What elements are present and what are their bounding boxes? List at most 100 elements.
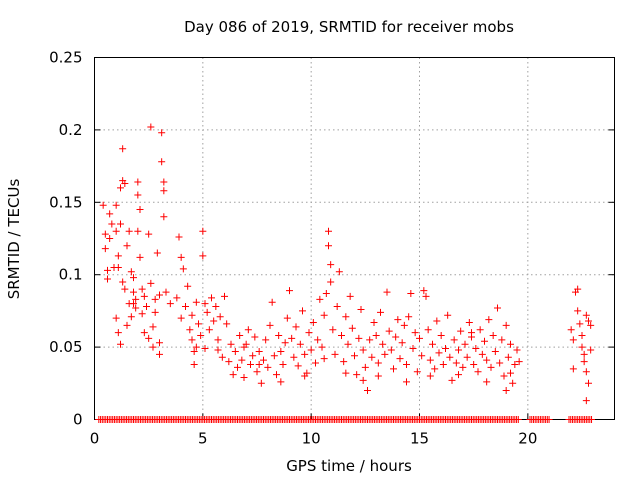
data-point: [325, 242, 332, 250]
data-point: [140, 292, 148, 300]
data-point: [125, 227, 133, 235]
data-point: [325, 227, 332, 235]
data-point: [585, 317, 592, 325]
data-point: [392, 333, 400, 341]
data-point: [294, 362, 302, 370]
data-point: [569, 365, 577, 373]
data-point: [322, 290, 330, 298]
data-point: [197, 332, 205, 340]
data-point: [316, 295, 324, 303]
x-tick-label: 20: [518, 430, 537, 448]
data-point: [574, 285, 582, 293]
data-point: [216, 313, 224, 321]
y-tick-label: 0.2: [59, 121, 83, 139]
data-point: [312, 359, 319, 367]
y-tick-label: 0.1: [59, 266, 83, 284]
data-point: [214, 336, 222, 344]
data-point: [400, 321, 408, 329]
data-point: [439, 360, 447, 368]
data-point: [374, 359, 382, 367]
data-point: [158, 129, 166, 137]
data-point: [329, 326, 337, 334]
data-point: [403, 360, 410, 368]
data-point: [112, 227, 120, 235]
data-point: [333, 303, 341, 311]
data-point: [359, 376, 367, 384]
data-point: [569, 336, 577, 344]
data-point: [132, 304, 140, 312]
data-point: [494, 304, 501, 312]
plot-frame: [94, 57, 615, 420]
data-point: [327, 261, 335, 269]
data-point: [335, 268, 343, 276]
data-point: [201, 345, 209, 353]
data-point: [255, 360, 263, 368]
data-point: [463, 353, 471, 361]
data-point: [483, 378, 491, 386]
data-point: [162, 288, 170, 296]
grid-lines: [94, 57, 615, 420]
data-point: [281, 339, 289, 347]
x-tick-label: 10: [302, 430, 321, 448]
data-point: [145, 230, 153, 238]
data-point: [292, 323, 300, 331]
data-point: [320, 311, 328, 319]
data-point: [578, 343, 586, 351]
data-point: [455, 371, 462, 379]
data-point: [301, 350, 309, 358]
data-point: [357, 305, 365, 313]
data-point: [184, 282, 192, 290]
data-point: [344, 340, 352, 348]
data-point: [149, 343, 157, 351]
data-point: [277, 378, 285, 386]
data-point: [450, 336, 458, 344]
data-point: [461, 340, 469, 348]
data-point: [270, 352, 278, 360]
data-point: [130, 274, 137, 282]
data-point: [260, 356, 267, 364]
data-point: [201, 300, 209, 308]
data-point: [114, 252, 122, 260]
data-point: [156, 350, 163, 358]
data-point: [368, 353, 376, 361]
data-point: [496, 359, 504, 367]
data-point: [498, 336, 506, 344]
data-point: [104, 275, 111, 283]
data-point: [476, 326, 484, 334]
data-point: [361, 363, 369, 371]
data-point: [143, 303, 150, 311]
data-point: [379, 340, 387, 348]
zero-data-point: [545, 416, 553, 423]
data-point: [238, 356, 246, 364]
data-point: [186, 326, 194, 334]
data-point: [177, 314, 185, 322]
data-point: [179, 265, 187, 273]
data-point: [474, 368, 482, 376]
data-point: [353, 371, 361, 379]
data-point: [513, 346, 521, 354]
x-tick-label: 15: [410, 430, 429, 448]
data-point: [119, 145, 127, 153]
data-point: [515, 358, 523, 366]
y-axis-label: SRMTID / TECUs: [5, 179, 23, 300]
data-point: [409, 345, 417, 353]
data-point: [117, 340, 124, 348]
data-point: [134, 178, 142, 186]
data-point: [138, 285, 146, 293]
data-point: [377, 308, 384, 316]
data-point: [502, 321, 510, 329]
data-point: [327, 278, 335, 286]
data-point: [234, 363, 241, 371]
y-tick-label: 0.05: [49, 338, 82, 356]
data-point: [314, 336, 322, 344]
data-point: [472, 345, 480, 353]
data-point: [156, 339, 163, 347]
data-point: [283, 314, 291, 322]
data-point: [364, 387, 371, 395]
chart-title: Day 086 of 2019, SRMTID for receiver mob…: [184, 18, 514, 36]
data-point: [190, 347, 198, 355]
data-point: [370, 318, 378, 326]
data-point: [275, 332, 283, 340]
data-point: [130, 288, 137, 296]
